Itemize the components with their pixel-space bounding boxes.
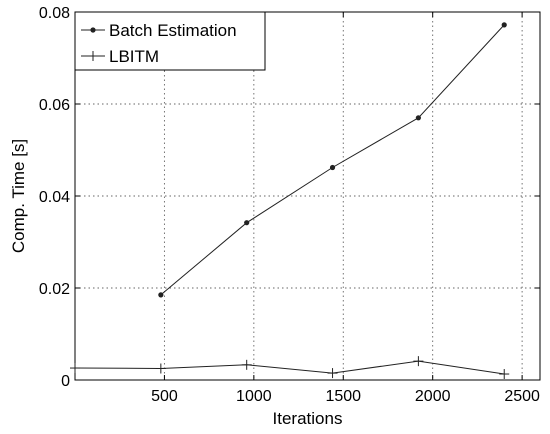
- series-lbitm: [70, 356, 510, 380]
- y-tick-label: 0.02: [39, 281, 70, 298]
- y-tick-label: 0.06: [39, 97, 70, 114]
- legend-label-batch-estimation: Batch Estimation: [109, 21, 237, 40]
- data-point: [499, 369, 510, 380]
- y-tick-label: 0.04: [39, 189, 70, 206]
- y-tick-label: 0: [61, 373, 70, 390]
- data-point: [413, 356, 424, 367]
- series-line-lbitm: [74, 360, 505, 375]
- x-tick-label: 1000: [236, 388, 272, 405]
- x-tick-label: 500: [151, 388, 178, 405]
- y-axis-label: Comp. Time [s]: [9, 139, 28, 253]
- data-point: [329, 164, 336, 171]
- x-tick-label: 1500: [325, 388, 361, 405]
- series-batch-estimation: [158, 22, 507, 298]
- legend-entry-lbitm: LBITM: [81, 47, 159, 66]
- y-tick-label: 0.08: [39, 5, 70, 22]
- data-point: [70, 363, 80, 374]
- legend-box: [74, 11, 266, 71]
- data-point: [244, 220, 250, 226]
- data-point: [327, 368, 338, 379]
- series-layer: [70, 22, 510, 380]
- data-point: [158, 292, 164, 298]
- legend-label-lbitm: LBITM: [109, 47, 159, 66]
- data-point: [155, 363, 166, 374]
- legend-entry-batch-estimation: Batch Estimation: [81, 21, 237, 40]
- legend-marker: [90, 27, 96, 33]
- axis-ticks: 500 1000 1500 2000 2500 0 0.02 0.04 0.06 0.08: [39, 5, 540, 405]
- grid: [75, 12, 540, 380]
- x-tick-label: 2500: [504, 388, 540, 405]
- x-tick-label: 2000: [415, 388, 451, 405]
- x-axis-label: Iterations: [273, 409, 343, 428]
- data-point: [241, 359, 252, 370]
- data-point: [415, 115, 421, 121]
- data-point: [501, 22, 507, 28]
- legend: Batch Estimation LBITM: [74, 11, 266, 71]
